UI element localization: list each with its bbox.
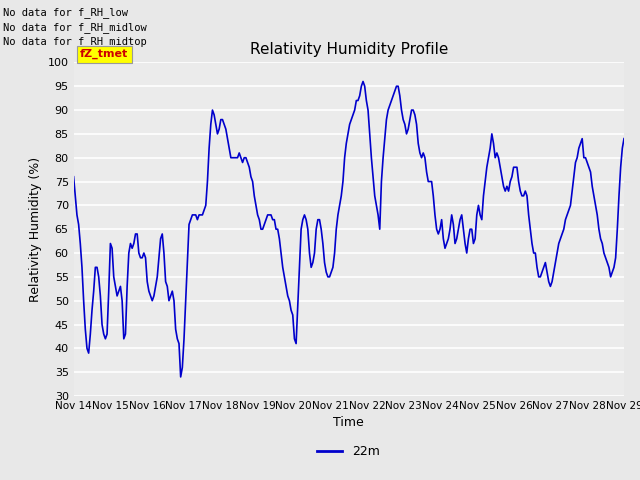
Legend: 22m: 22m: [312, 440, 385, 463]
Title: Relativity Humidity Profile: Relativity Humidity Profile: [250, 42, 448, 57]
Text: fZ_tmet: fZ_tmet: [80, 49, 128, 59]
X-axis label: Time: Time: [333, 417, 364, 430]
Y-axis label: Relativity Humidity (%): Relativity Humidity (%): [29, 156, 42, 302]
Text: No data for f_RH_low: No data for f_RH_low: [3, 7, 128, 18]
Text: No data for f_RH_midtop: No data for f_RH_midtop: [3, 36, 147, 47]
Text: No data for f_RH_midlow: No data for f_RH_midlow: [3, 22, 147, 33]
